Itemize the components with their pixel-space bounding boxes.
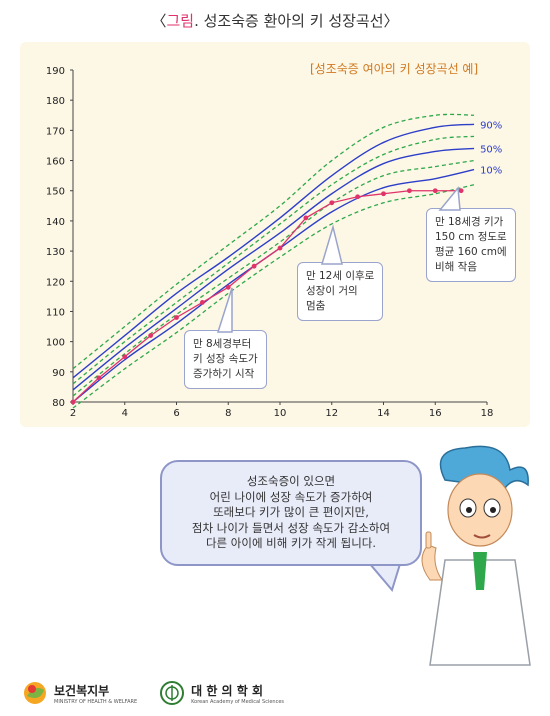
- annotation-line: 증가하기 시작: [193, 368, 255, 380]
- x-tick-label: 2: [70, 408, 76, 419]
- x-tick-label: 6: [173, 408, 179, 419]
- patient-height-point: [148, 333, 154, 338]
- y-tick-label: 150: [46, 187, 65, 198]
- mohw-emblem-icon: [24, 682, 46, 704]
- x-tick-label: 16: [429, 408, 442, 419]
- annotation-line: 비해 작음: [435, 261, 477, 273]
- annotation-line: 멈춤: [306, 300, 326, 312]
- annotation-line: 만 18세경 키가: [435, 216, 504, 228]
- patient-height-point: [432, 188, 438, 194]
- figure-title: 〈그림. 성조숙증 환아의 키 성장곡선〉: [0, 10, 550, 31]
- reference-dashed-curve-3: [72, 113, 475, 370]
- y-tick-label: 90: [52, 368, 65, 379]
- mohw-logo: 보건복지부 MINISTRY OF HEALTH & WELFARE: [22, 680, 137, 706]
- reference-dashed-curve-4: [72, 135, 475, 385]
- patient-height-point: [122, 354, 128, 360]
- percentile-label-labels_90: 90%: [480, 120, 502, 131]
- patient-height-point: [458, 188, 464, 194]
- x-tick-label: 14: [377, 408, 390, 419]
- percentile-label-labels_10: 10%: [480, 166, 502, 177]
- kams-logo: 대 한 의 학 회 Korean Academy of Medical Scie…: [159, 680, 284, 706]
- y-tick-label: 180: [46, 96, 65, 107]
- x-tick-label: 10: [274, 408, 287, 419]
- pointer-age-12: [320, 224, 343, 265]
- patient-height-point: [329, 200, 335, 206]
- growth-chart: 80 90 100 110 120 130 140 150 160 170 180 190 2 4 6 8 10…: [46, 66, 502, 419]
- kams-sub: Korean Academy of Medical Sciences: [191, 698, 285, 705]
- patient-height-point: [96, 375, 102, 381]
- reference-dashed-curve-6: [72, 184, 475, 409]
- patient-height-point: [355, 194, 361, 200]
- y-tick-label: 170: [46, 126, 65, 137]
- footer-logos: 보건복지부 MINISTRY OF HEALTH & WELFARE 대 한 의…: [22, 680, 284, 706]
- speech-tail: [367, 563, 402, 593]
- annotation-line: 키 성장 속도가: [193, 353, 258, 365]
- patient-height-point: [406, 188, 412, 194]
- title-highlight: 그림: [166, 12, 195, 30]
- y-tick-label: 140: [46, 217, 65, 228]
- y-tick-label: 110: [46, 307, 65, 318]
- y-tick-label: 120: [46, 277, 65, 288]
- x-tick-label: 18: [481, 408, 494, 419]
- y-tick-label: 100: [46, 338, 65, 349]
- doctor-speech-bubble: 성조숙증이 있으면 어린 나이에 성장 속도가 증가하여 또래보다 키가 많이 큰 …: [160, 460, 422, 566]
- patient-height-point: [277, 245, 283, 251]
- y-tick-label: 160: [46, 157, 65, 168]
- annotation-line: 만 12세 이후로: [306, 270, 375, 282]
- patient-height-point: [251, 263, 257, 269]
- annotation-line: 평균 160 cm에: [435, 246, 507, 258]
- pointer-age-8: [216, 287, 233, 333]
- speech-line: 또래보다 키가 많이 큰 편이지만,: [213, 505, 369, 519]
- patient-height-point: [174, 315, 179, 320]
- patient-height-point: [225, 284, 231, 290]
- title-open-bracket: 〈: [151, 12, 167, 30]
- annotation-line: 만 8세경부터: [193, 338, 252, 350]
- kams-emblem-icon: [160, 681, 185, 705]
- reference-dashed-curve-5: [72, 159, 475, 397]
- mohw-sub: MINISTRY OF HEALTH & WELFARE: [54, 698, 138, 705]
- y-tick-label: 190: [46, 66, 65, 77]
- mohw-name: 보건복지부: [54, 683, 110, 698]
- kams-name: 대 한 의 학 회: [191, 683, 264, 698]
- title-close-bracket: 〉: [383, 12, 399, 30]
- patient-height-point: [70, 399, 76, 405]
- annotation-line: 성장이 거의: [306, 285, 358, 297]
- speech-line: 다른 아이에 비해 키가 작게 됩니다.: [205, 536, 377, 550]
- chart-title: [성조숙증 여아의 키 성장곡선 예]: [310, 62, 479, 76]
- patient-height-point: [199, 300, 205, 305]
- speech-line: 점차 나이가 들면서 성장 속도가 감소하여: [191, 520, 391, 535]
- y-tick-label: 130: [46, 247, 65, 258]
- speech-line: 성조숙증이 있으면: [246, 474, 336, 488]
- percentile-curve-50%: [72, 147, 475, 391]
- title-text: . 성조숙증 환아의 키 성장곡선: [194, 12, 384, 30]
- patient-height-point: [303, 215, 309, 221]
- x-tick-label: 12: [325, 408, 338, 419]
- patient-height-point: [381, 191, 386, 197]
- doctor-illustration: [421, 445, 531, 666]
- patient-height-line: [72, 190, 462, 403]
- percentile-label-labels_50: 50%: [480, 144, 502, 155]
- x-tick-label: 8: [225, 408, 231, 419]
- pointer-age-18: [438, 186, 461, 211]
- speech-line: 어린 나이에 성장 속도가 증가하여: [209, 489, 373, 504]
- y-tick-label: 80: [52, 398, 65, 409]
- percentile-curve-90%: [72, 123, 475, 379]
- x-tick-label: 4: [122, 408, 128, 419]
- annotation-line: 150 cm 정도로: [435, 231, 507, 243]
